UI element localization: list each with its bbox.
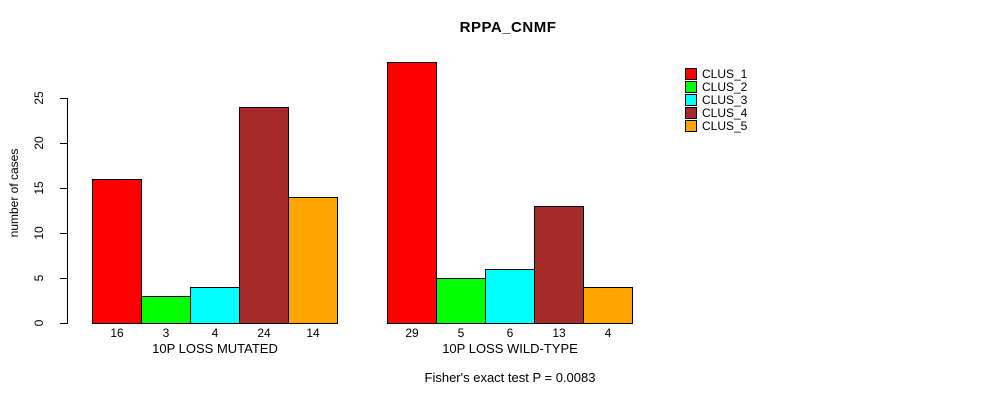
bar-clus_4-group2 — [534, 206, 584, 324]
bar-value-label: 24 — [257, 326, 271, 340]
y-tick-mark — [60, 233, 67, 234]
bar-value-label: 4 — [211, 326, 219, 340]
legend-swatch-clus_4 — [685, 107, 697, 119]
bar-clus_3-group2 — [485, 269, 535, 324]
legend-label: CLUS_1 — [702, 67, 748, 81]
bar-value-label: 29 — [405, 326, 419, 340]
group-label-2: 10P LOSS WILD-TYPE — [442, 341, 578, 356]
legend-label: CLUS_2 — [702, 80, 748, 94]
y-tick-label: 15 — [32, 181, 46, 195]
group-label-1: 10P LOSS MUTATED — [152, 341, 278, 356]
y-tick-mark — [60, 278, 67, 279]
y-tick-mark — [60, 143, 67, 144]
bar-clus_3-group1 — [190, 287, 240, 324]
y-tick-mark — [60, 98, 67, 99]
bar-value-label: 14 — [306, 326, 320, 340]
bar-clus_5-group2 — [583, 287, 633, 324]
y-tick-label: 5 — [32, 274, 46, 282]
chart-title: RPPA_CNMF — [459, 19, 557, 36]
y-axis-label: number of cases — [7, 148, 21, 238]
y-tick-mark — [60, 323, 67, 324]
legend-swatch-clus_3 — [685, 94, 697, 106]
legend-swatch-clus_1 — [685, 68, 697, 80]
bar-value-label: 6 — [506, 326, 514, 340]
bar-clus_4-group1 — [239, 107, 289, 324]
bar-value-label: 4 — [604, 326, 612, 340]
bar-clus_5-group1 — [288, 197, 338, 324]
y-tick-label: 10 — [32, 226, 46, 240]
legend-swatch-clus_5 — [685, 120, 697, 132]
y-tick-label: 0 — [32, 319, 46, 327]
y-tick-label: 25 — [32, 91, 46, 105]
y-tick-label: 20 — [32, 136, 46, 150]
bar-clus_2-group1 — [141, 296, 191, 324]
bar-value-label: 3 — [162, 326, 170, 340]
legend-swatch-clus_2 — [685, 81, 697, 93]
bar-value-label: 13 — [552, 326, 566, 340]
footer-note: Fisher's exact test P = 0.0083 — [424, 370, 596, 385]
legend-label: CLUS_5 — [702, 119, 748, 133]
bar-clus_1-group2 — [387, 62, 437, 324]
legend-label: CLUS_4 — [702, 106, 748, 120]
bar-clus_2-group2 — [436, 278, 486, 324]
y-tick-mark — [60, 188, 67, 189]
y-axis-line — [67, 98, 68, 324]
bar-clus_1-group1 — [92, 179, 142, 324]
legend-label: CLUS_3 — [702, 93, 748, 107]
bar-value-label: 5 — [457, 326, 465, 340]
bar-value-label: 16 — [110, 326, 124, 340]
